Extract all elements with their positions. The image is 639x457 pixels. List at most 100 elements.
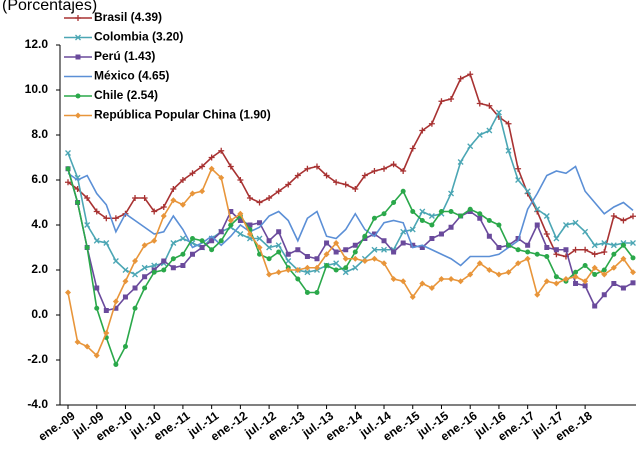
- marker: [563, 247, 569, 253]
- marker: [199, 245, 205, 250]
- marker: [601, 271, 608, 278]
- marker: [438, 209, 444, 214]
- marker: [314, 290, 320, 295]
- marker: [228, 222, 234, 228]
- marker: [208, 154, 215, 161]
- marker: [218, 147, 225, 154]
- marker: [246, 231, 253, 237]
- marker: [544, 254, 550, 259]
- marker: [170, 197, 177, 204]
- marker: [486, 233, 492, 239]
- marker: [324, 240, 330, 246]
- marker: [141, 264, 148, 271]
- marker: [112, 298, 119, 305]
- marker: [496, 245, 502, 250]
- marker: [323, 172, 330, 179]
- marker: [352, 264, 359, 271]
- marker: [160, 204, 167, 210]
- marker: [75, 200, 81, 205]
- marker: [179, 235, 186, 242]
- marker: [477, 211, 483, 217]
- marker: [199, 238, 205, 244]
- marker: [295, 247, 301, 253]
- marker: [352, 255, 359, 262]
- marker: [170, 186, 177, 192]
- marker: [113, 362, 119, 367]
- marker: [515, 165, 522, 172]
- marker: [505, 147, 512, 154]
- marker: [563, 222, 569, 228]
- legend-label: Chile (2.54): [94, 88, 158, 102]
- marker: [314, 256, 320, 262]
- marker: [582, 283, 588, 289]
- marker: [256, 199, 263, 206]
- marker: [486, 267, 493, 273]
- marker: [103, 308, 109, 313]
- marker: [400, 168, 407, 174]
- marker: [573, 269, 579, 275]
- marker: [304, 165, 311, 172]
- chart-subtitle: (Porcentajes): [2, 0, 97, 14]
- marker: [601, 240, 608, 246]
- marker: [313, 264, 320, 271]
- marker: [611, 251, 617, 257]
- marker: [553, 274, 559, 280]
- marker: [275, 242, 282, 249]
- marker: [381, 246, 387, 253]
- marker: [515, 260, 522, 267]
- marker: [438, 231, 444, 237]
- marker: [419, 218, 425, 223]
- marker: [630, 240, 636, 246]
- marker: [103, 215, 110, 222]
- marker: [505, 120, 512, 127]
- marker: [209, 247, 215, 253]
- marker: [361, 172, 368, 179]
- marker: [534, 206, 541, 213]
- y-tick-label: -4.0: [27, 397, 48, 411]
- marker: [132, 305, 138, 311]
- marker: [343, 265, 349, 271]
- legend-marker: [75, 112, 81, 119]
- marker: [371, 246, 378, 253]
- marker: [304, 254, 310, 259]
- marker: [448, 276, 455, 282]
- y-tick-label: 2.0: [31, 262, 48, 276]
- marker: [486, 127, 493, 134]
- marker: [180, 263, 186, 268]
- marker: [400, 240, 406, 246]
- marker: [457, 159, 464, 165]
- marker: [179, 201, 186, 208]
- marker: [400, 278, 407, 285]
- marker: [476, 100, 483, 107]
- marker: [333, 260, 340, 267]
- marker: [525, 242, 531, 248]
- marker: [170, 240, 177, 246]
- marker: [189, 236, 195, 241]
- marker: [361, 258, 368, 264]
- marker: [534, 251, 540, 257]
- marker: [543, 213, 550, 219]
- y-tick-label: 6.0: [31, 172, 48, 186]
- marker: [65, 166, 71, 172]
- series-line: [67, 167, 634, 357]
- marker: [630, 213, 636, 220]
- marker: [209, 238, 215, 244]
- marker: [161, 267, 167, 273]
- marker: [237, 231, 244, 237]
- marker: [84, 222, 91, 228]
- marker: [524, 188, 531, 195]
- marker: [285, 181, 292, 188]
- marker: [257, 220, 263, 226]
- marker: [429, 236, 435, 241]
- marker: [524, 255, 531, 262]
- marker: [333, 240, 340, 246]
- marker: [534, 291, 541, 298]
- marker: [572, 246, 579, 253]
- marker: [208, 165, 215, 172]
- marker: [371, 255, 378, 262]
- marker: [409, 145, 416, 152]
- marker: [247, 222, 253, 228]
- marker: [113, 305, 119, 311]
- marker: [553, 247, 559, 253]
